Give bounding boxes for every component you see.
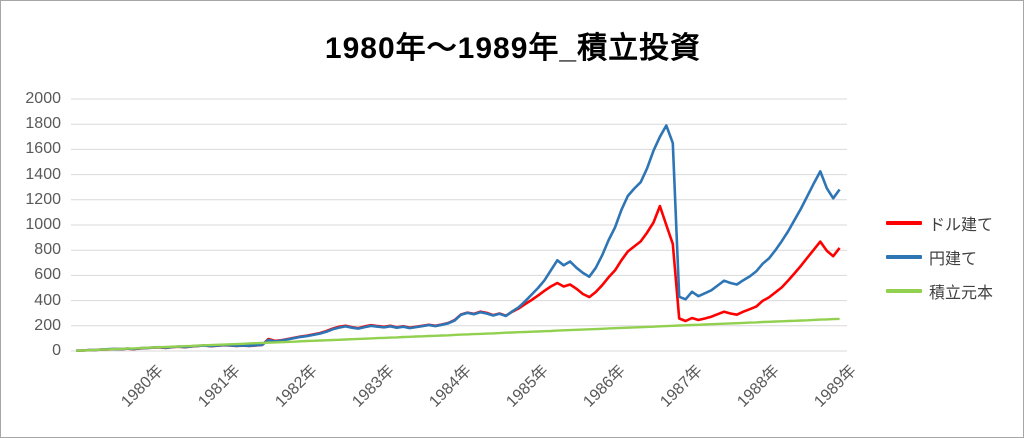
y-tick-label: 1800 [25,115,61,133]
legend-item-yen: 円建て [886,247,993,268]
y-tick-label: 600 [34,266,61,284]
legend-label-principal: 積立元本 [929,285,994,302]
y-tick-label: 1000 [25,216,61,233]
y-tick-label: 1400 [25,165,61,183]
legend: ドル建て 円建て 積立元本 [886,213,993,315]
y-tick-label: 2000 [25,90,61,107]
chart-title: 1980年〜1989年_積立投資 [324,32,702,65]
series-yen-line [75,124,841,352]
series-lines [75,124,841,352]
y-tick-label: 800 [34,241,61,259]
y-tick-label: 200 [34,316,61,334]
yen-line-swatch [886,255,922,259]
legend-label-dollar: ドル建て [929,217,994,234]
series-principal-line [75,317,840,352]
legend-label-yen: 円建て [929,251,978,268]
y-tick-label: 0 [52,342,61,359]
y-tick-label: 1600 [25,140,61,158]
principal-line-swatch [886,289,922,293]
legend-item-principal: 積立元本 [886,281,994,302]
legend-item-dollar: ドル建て [886,213,994,234]
gridlines [71,98,847,352]
y-tick-label: 400 [34,291,61,309]
series-dollar-line [75,204,841,352]
y-tick-label: 1200 [25,190,61,208]
dollar-line-swatch [886,221,922,225]
